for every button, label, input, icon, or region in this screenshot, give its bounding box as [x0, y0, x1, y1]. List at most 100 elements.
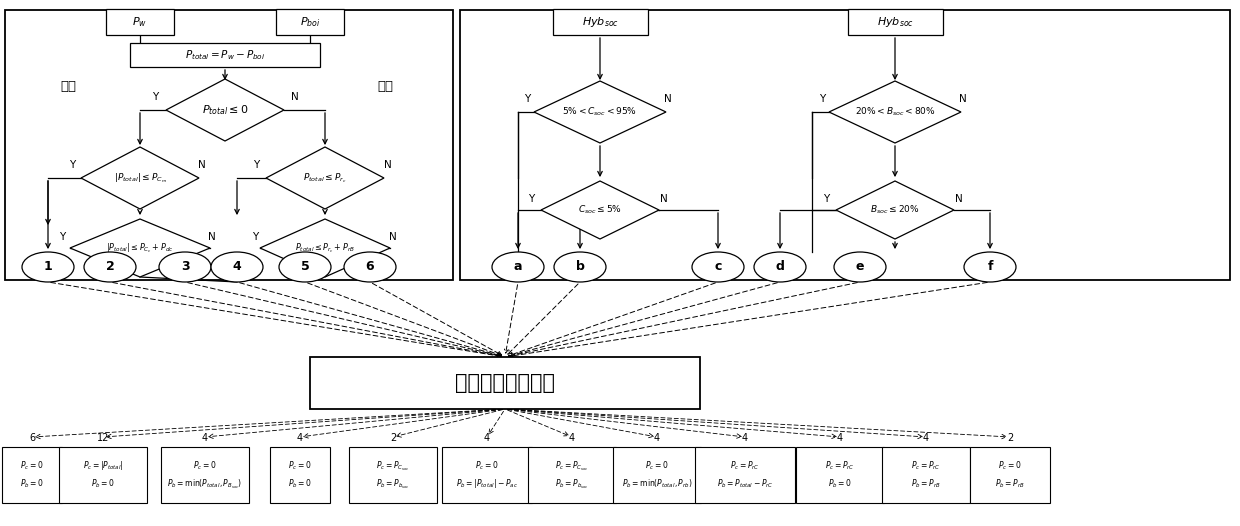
- FancyBboxPatch shape: [796, 447, 884, 503]
- Ellipse shape: [343, 252, 396, 282]
- FancyBboxPatch shape: [553, 9, 647, 35]
- Text: $20\%<B_{soc}<80\%$: $20\%<B_{soc}<80\%$: [854, 106, 935, 118]
- Text: b: b: [575, 260, 584, 274]
- Text: $P_c=P_{C_{soc}}$: $P_c=P_{C_{soc}}$: [376, 459, 410, 473]
- Text: 6: 6: [366, 260, 374, 274]
- Text: 6: 6: [29, 433, 35, 443]
- Text: 3: 3: [181, 260, 190, 274]
- Text: 充电: 充电: [377, 80, 393, 93]
- Text: 2: 2: [105, 260, 114, 274]
- Text: $P_{total}\leq P_{r_c}$: $P_{total}\leq P_{r_c}$: [304, 171, 347, 185]
- Polygon shape: [267, 147, 384, 209]
- FancyBboxPatch shape: [130, 43, 320, 67]
- Ellipse shape: [22, 252, 74, 282]
- Text: a: a: [513, 260, 522, 274]
- Polygon shape: [836, 181, 954, 239]
- Text: Y: Y: [58, 232, 66, 242]
- Text: 4: 4: [923, 433, 929, 443]
- FancyBboxPatch shape: [882, 447, 970, 503]
- Text: 4: 4: [202, 433, 208, 443]
- Text: 12: 12: [97, 433, 109, 443]
- Ellipse shape: [211, 252, 263, 282]
- Text: f: f: [987, 260, 993, 274]
- Text: 4: 4: [837, 433, 843, 443]
- Text: $P_b=0$: $P_b=0$: [20, 478, 43, 490]
- Text: 4: 4: [569, 433, 575, 443]
- Text: $P_b=P_{rB}$: $P_b=P_{rB}$: [911, 478, 941, 490]
- Text: $P_c=0$: $P_c=0$: [20, 460, 43, 472]
- Text: $P_b=P_{rB}$: $P_b=P_{rB}$: [996, 478, 1025, 490]
- Text: $P_{total}\leq 0$: $P_{total}\leq 0$: [202, 103, 248, 117]
- FancyBboxPatch shape: [970, 447, 1050, 503]
- FancyBboxPatch shape: [441, 447, 532, 503]
- FancyBboxPatch shape: [528, 447, 616, 503]
- Text: $P_c=P_{rC}$: $P_c=P_{rC}$: [911, 460, 941, 472]
- Text: $P_b=\min(P_{total},P_{B_{soc}})$: $P_b=\min(P_{total},P_{B_{soc}})$: [167, 477, 243, 491]
- Text: Y: Y: [523, 94, 531, 104]
- Text: d: d: [775, 260, 785, 274]
- Polygon shape: [81, 147, 198, 209]
- Text: N: N: [665, 94, 672, 104]
- Text: $B_{soc}\leq 20\%$: $B_{soc}\leq 20\%$: [870, 204, 920, 216]
- Text: 多元储能控制策略: 多元储能控制策略: [455, 373, 556, 393]
- Text: $Hyb_{soc}$: $Hyb_{soc}$: [877, 15, 914, 29]
- Polygon shape: [69, 219, 210, 277]
- Text: $C_{soc}\leq 5\%$: $C_{soc}\leq 5\%$: [578, 204, 622, 216]
- Text: 1: 1: [43, 260, 52, 274]
- FancyBboxPatch shape: [613, 447, 701, 503]
- Text: 2: 2: [389, 433, 396, 443]
- Polygon shape: [260, 219, 391, 277]
- FancyBboxPatch shape: [2, 447, 62, 503]
- FancyBboxPatch shape: [277, 9, 343, 35]
- Text: e: e: [856, 260, 864, 274]
- Text: $P_c=P_{rC}$: $P_c=P_{rC}$: [825, 460, 854, 472]
- Ellipse shape: [279, 252, 331, 282]
- FancyBboxPatch shape: [270, 447, 330, 503]
- Polygon shape: [541, 181, 658, 239]
- Text: $P_c=|P_{total}|$: $P_c=|P_{total}|$: [83, 460, 123, 472]
- Text: 5: 5: [300, 260, 309, 274]
- Text: N: N: [208, 232, 216, 242]
- Text: Y: Y: [252, 232, 258, 242]
- FancyBboxPatch shape: [105, 9, 174, 35]
- FancyBboxPatch shape: [847, 9, 942, 35]
- Text: 4: 4: [653, 433, 660, 443]
- Text: N: N: [959, 94, 967, 104]
- Text: $5\%<C_{soc}<95\%$: $5\%<C_{soc}<95\%$: [563, 106, 637, 118]
- Text: $P_c=0$: $P_c=0$: [193, 460, 217, 472]
- Text: $|P_{total}|\leq P_{C_c}+P_{dc}$: $|P_{total}|\leq P_{C_c}+P_{dc}$: [107, 241, 174, 255]
- Ellipse shape: [963, 252, 1016, 282]
- Text: 4: 4: [484, 433, 490, 443]
- Ellipse shape: [835, 252, 887, 282]
- Text: N: N: [384, 160, 392, 170]
- Ellipse shape: [692, 252, 744, 282]
- Text: $|P_{total}|\leq P_{C_m}$: $|P_{total}|\leq P_{C_m}$: [114, 171, 166, 185]
- Text: Y: Y: [818, 94, 825, 104]
- Text: $P_c=P_{C_{soc}}$: $P_c=P_{C_{soc}}$: [556, 459, 589, 473]
- Polygon shape: [830, 81, 961, 143]
- FancyBboxPatch shape: [348, 447, 436, 503]
- Text: N: N: [198, 160, 206, 170]
- Text: c: c: [714, 260, 722, 274]
- Text: Y: Y: [69, 160, 76, 170]
- Text: $P_{boi}$: $P_{boi}$: [300, 15, 320, 29]
- Text: $P_b=|P_{total}|-P_{ac}$: $P_b=|P_{total}|-P_{ac}$: [456, 478, 518, 491]
- Text: $P_b=\min(P_{total},P_{rb})$: $P_b=\min(P_{total},P_{rb})$: [621, 478, 692, 490]
- Text: $P_b=0$: $P_b=0$: [91, 478, 115, 490]
- Ellipse shape: [84, 252, 136, 282]
- Text: $P_b=P_{b_{soc}}$: $P_b=P_{b_{soc}}$: [556, 477, 589, 491]
- Text: Y: Y: [253, 160, 259, 170]
- Text: N: N: [660, 194, 668, 204]
- Text: 4: 4: [296, 433, 303, 443]
- Text: $P_c=0$: $P_c=0$: [645, 460, 668, 472]
- Text: N: N: [389, 232, 397, 242]
- Polygon shape: [166, 79, 284, 141]
- FancyBboxPatch shape: [694, 447, 795, 503]
- Polygon shape: [534, 81, 666, 143]
- Text: $P_c=0$: $P_c=0$: [998, 460, 1022, 472]
- Text: Y: Y: [528, 194, 534, 204]
- Text: $P_{total}\leq P_{r_c}+P_{rB}$: $P_{total}\leq P_{r_c}+P_{rB}$: [295, 241, 355, 255]
- Text: $P_c=0$: $P_c=0$: [288, 460, 311, 472]
- Text: 4: 4: [233, 260, 242, 274]
- Text: $P_b=P_{total}-P_{rC}$: $P_b=P_{total}-P_{rC}$: [717, 478, 774, 490]
